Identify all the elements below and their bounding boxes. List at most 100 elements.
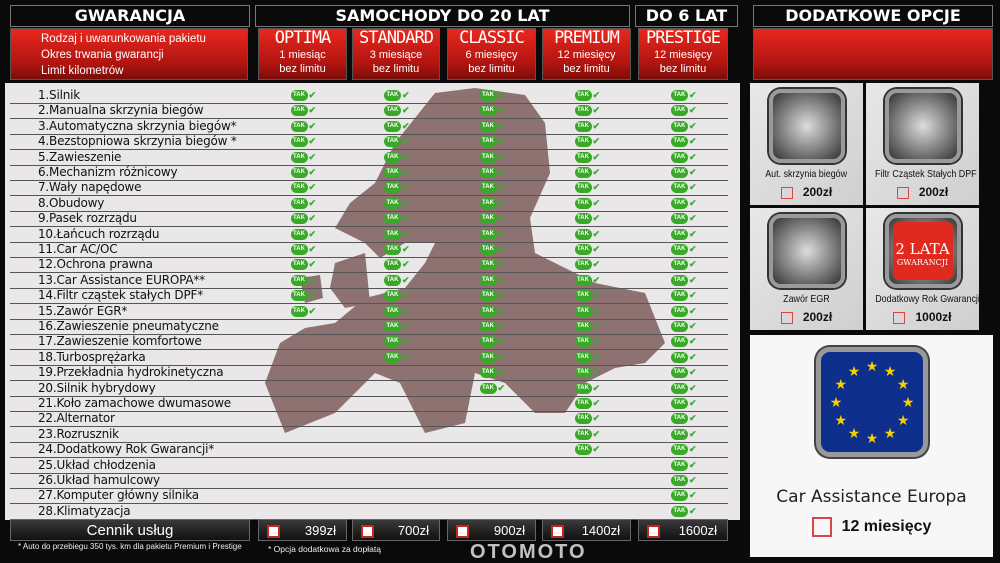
star-icon: ★	[902, 394, 915, 410]
checkmark-icon: ✔	[689, 459, 697, 470]
assistance-option[interactable]: 12 miesięcy	[750, 517, 993, 537]
coverage-row-label: 14.Filtr cząstek stałych DPF*	[38, 288, 204, 303]
options-header: DODATKOWE OPCJE	[753, 5, 993, 27]
tak-check-icon: TAK ✔	[574, 167, 603, 178]
checkmark-icon: ✔	[689, 105, 697, 116]
checkmark-icon: ✔	[592, 336, 601, 347]
option-checkbox[interactable]	[893, 311, 906, 324]
checkmark-icon: ✔	[592, 382, 601, 393]
price-premium[interactable]: 1400zł	[542, 519, 631, 541]
option-tile[interactable]: Zawór EGR 200zł	[750, 208, 863, 330]
option-tile[interactable]: Filtr Cząstek Stałych DPF 200zł	[866, 83, 979, 205]
price-optima[interactable]: 399zł	[258, 519, 347, 541]
checkmark-icon: ✔	[689, 367, 697, 378]
tak-label: TAK	[671, 136, 688, 148]
tak-check-icon: TAK ✔	[574, 336, 603, 348]
tak-check-icon: TAK ✔	[479, 120, 508, 132]
tak-check-icon: TAK ✔	[479, 382, 508, 394]
tak-label: TAK	[574, 120, 592, 132]
checkmark-icon: ✔	[689, 244, 697, 254]
price-standard[interactable]: 700zł	[352, 519, 440, 541]
checkmark-icon: ✔	[689, 413, 697, 424]
package-standard: STANDARD 3 miesiące bez limitu	[352, 28, 440, 80]
package-price: 1600zł	[678, 523, 717, 538]
price-prestige[interactable]: 1600zł	[638, 519, 728, 541]
tak-label: TAK	[384, 105, 401, 117]
package-premium: PREMIUM 12 miesięcy bez limitu	[542, 28, 631, 80]
tak-label: TAK	[574, 105, 592, 117]
tak-check-icon: TAK ✔	[671, 197, 699, 209]
tak-label: TAK	[384, 182, 401, 194]
tak-label: TAK	[671, 305, 688, 317]
checkmark-icon: ✔	[592, 274, 601, 285]
checkmark-icon: ✔	[689, 305, 697, 316]
package-checkbox[interactable]	[361, 525, 374, 539]
tak-label: TAK	[671, 413, 688, 425]
tak-check-icon: TAK ✔	[384, 259, 412, 271]
row-divider	[10, 226, 728, 228]
coverage-row-label: 5.Zawieszenie	[38, 149, 122, 164]
tak-check-icon: TAK ✔	[479, 244, 508, 255]
tak-label: TAK	[574, 90, 592, 101]
tak-check-icon: TAK ✔	[479, 90, 508, 101]
tak-check-icon: TAK ✔	[574, 182, 603, 194]
coverage-row-label: 3.Automatyczna skrzynia biegów*	[38, 118, 237, 133]
row-divider	[10, 395, 728, 397]
tak-label: TAK	[574, 428, 592, 440]
star-icon: ★	[884, 425, 897, 441]
checkmark-icon: ✔	[402, 274, 410, 285]
option-checkbox[interactable]	[780, 186, 793, 199]
package-checkbox[interactable]	[456, 525, 469, 539]
package-period: 12 miesięcy	[557, 49, 616, 61]
coverage-row-label: 1.Silnik	[38, 88, 81, 102]
tak-label: TAK	[290, 305, 308, 317]
package-checkbox[interactable]	[267, 525, 280, 539]
tak-label: TAK	[384, 197, 401, 209]
tak-label: TAK	[574, 213, 592, 225]
row-divider	[10, 334, 728, 335]
option-tile[interactable]: Aut. skrzynia biegów 200zł	[750, 83, 863, 205]
tak-label: TAK	[479, 259, 497, 271]
tak-label: TAK	[671, 321, 688, 332]
tak-check-icon: TAK ✔	[574, 213, 603, 225]
tak-check-icon: TAK ✔	[671, 351, 699, 363]
package-price: 700zł	[397, 523, 429, 538]
assistance-period: 12 miesięcy	[841, 518, 932, 536]
tak-check-icon: TAK ✔	[671, 136, 699, 148]
package-checkbox[interactable]	[647, 525, 660, 539]
tak-check-icon: TAK ✔	[671, 413, 699, 425]
checkmark-icon: ✔	[402, 336, 410, 347]
tak-label: TAK	[479, 321, 497, 332]
tak-check-icon: TAK ✔	[384, 90, 412, 101]
option-checkbox[interactable]	[780, 311, 793, 324]
checkmark-icon: ✔	[308, 167, 317, 177]
cars-6-header: DO 6 LAT	[635, 5, 738, 27]
assistance-checkbox[interactable]	[811, 517, 832, 537]
checkmark-icon: ✔	[308, 105, 317, 116]
price-classic[interactable]: 900zł	[447, 519, 536, 541]
checkmark-icon: ✔	[689, 398, 697, 408]
package-checkbox[interactable]	[551, 525, 564, 539]
option-tile[interactable]: 2 LATA GWARANCJI Dodatkowy Rok Gwarancji 10…	[866, 208, 980, 330]
tak-check-icon: TAK ✔	[479, 290, 508, 302]
row-divider	[10, 257, 728, 258]
coverage-row-label: 23.Rozrusznik	[38, 426, 119, 441]
tak-check-icon: TAK ✔	[479, 182, 508, 194]
tak-check-icon: TAK ✔	[384, 151, 412, 163]
tak-check-icon: TAK ✔	[290, 228, 319, 240]
footnote-mileage: * Auto do przebiegu 350 tys. km dla paki…	[18, 542, 242, 551]
checkmark-icon: ✔	[689, 213, 697, 224]
tak-check-icon: TAK ✔	[290, 167, 319, 178]
tak-check-icon: TAK ✔	[574, 321, 603, 332]
watermark-logo: OTOMOTO	[470, 541, 587, 563]
tak-check-icon: TAK ✔	[384, 120, 412, 132]
tak-label: TAK	[671, 367, 688, 379]
option-checkbox[interactable]	[896, 186, 909, 199]
checkmark-icon: ✔	[689, 151, 697, 162]
checkmark-icon: ✔	[689, 182, 697, 193]
row-divider	[10, 411, 728, 412]
tak-label: TAK	[384, 351, 401, 363]
options-red-banner	[753, 28, 993, 80]
tak-label: TAK	[290, 136, 308, 148]
checkmark-icon: ✔	[689, 197, 697, 208]
